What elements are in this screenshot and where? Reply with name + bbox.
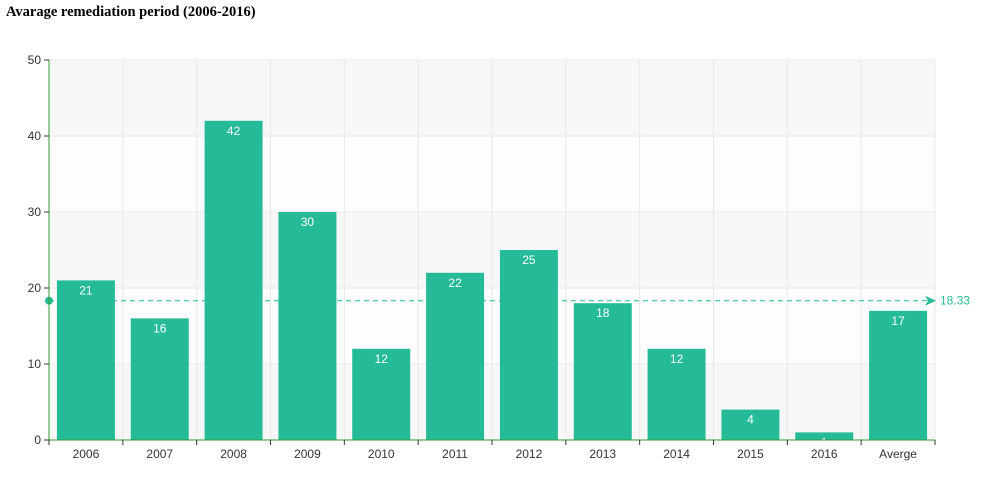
bar-value-label: 4 <box>747 413 754 427</box>
bar <box>869 310 928 440</box>
bar-value-label: 12 <box>375 352 389 366</box>
bar-value-label: 16 <box>153 321 167 335</box>
bar-value-label: 18 <box>596 306 610 320</box>
bar-series <box>56 120 928 441</box>
bar <box>721 409 780 440</box>
x-tick-label: 2007 <box>146 447 173 461</box>
x-tick-label: 2009 <box>294 447 321 461</box>
bar-value-label: 21 <box>79 283 93 297</box>
x-tick-label: 2006 <box>73 447 100 461</box>
y-tick-label: 30 <box>28 205 42 219</box>
y-axis-ticks: 0 10 20 30 40 50 <box>28 53 49 447</box>
x-tick-label: 2013 <box>589 447 616 461</box>
bar-value-label: 22 <box>448 276 462 290</box>
chart-title: Avarage remediation period (2006-2016) <box>6 4 256 20</box>
mark-line-label: 18.33 <box>940 294 970 308</box>
average-mark-line: 18.33 <box>45 294 970 308</box>
x-tick-label: 2014 <box>663 447 690 461</box>
bar <box>204 120 263 441</box>
x-tick-label: 2016 <box>811 447 838 461</box>
bar-value-label: 1 <box>821 435 828 449</box>
y-tick-label: 40 <box>28 129 42 143</box>
y-tick-label: 20 <box>28 281 42 295</box>
y-tick-label: 10 <box>28 357 42 371</box>
x-tick-label: 2015 <box>737 447 764 461</box>
bar <box>647 348 706 440</box>
bar-value-label: 17 <box>891 314 905 328</box>
bar <box>130 318 189 440</box>
x-tick-label: 2008 <box>220 447 247 461</box>
mark-line-arrow <box>925 295 936 306</box>
bar <box>499 250 558 440</box>
x-tick-label: Averge <box>879 447 917 461</box>
x-tick-label: 2012 <box>516 447 543 461</box>
bar-value-label: 30 <box>301 215 315 229</box>
y-tick-label: 50 <box>28 53 42 67</box>
x-tick-label: 2011 <box>442 447 468 461</box>
bar <box>278 212 337 440</box>
bar-value-label: 12 <box>670 352 684 366</box>
x-axis-ticks: 2006 2007 2008 2009 2010 2011 2012 2013 2014 2015… <box>48 440 936 461</box>
bar <box>56 280 115 440</box>
bar <box>795 432 854 440</box>
x-tick-label: 2010 <box>368 447 395 461</box>
bar-value-label: 25 <box>522 253 536 267</box>
bar-value-label: 42 <box>227 124 241 138</box>
bar <box>573 303 632 440</box>
bar-data-labels: 21 16 42 30 12 22 25 18 12 4 1 17 <box>79 124 905 450</box>
y-tick-label: 0 <box>34 433 41 447</box>
bar <box>352 348 411 440</box>
bar <box>426 272 485 440</box>
